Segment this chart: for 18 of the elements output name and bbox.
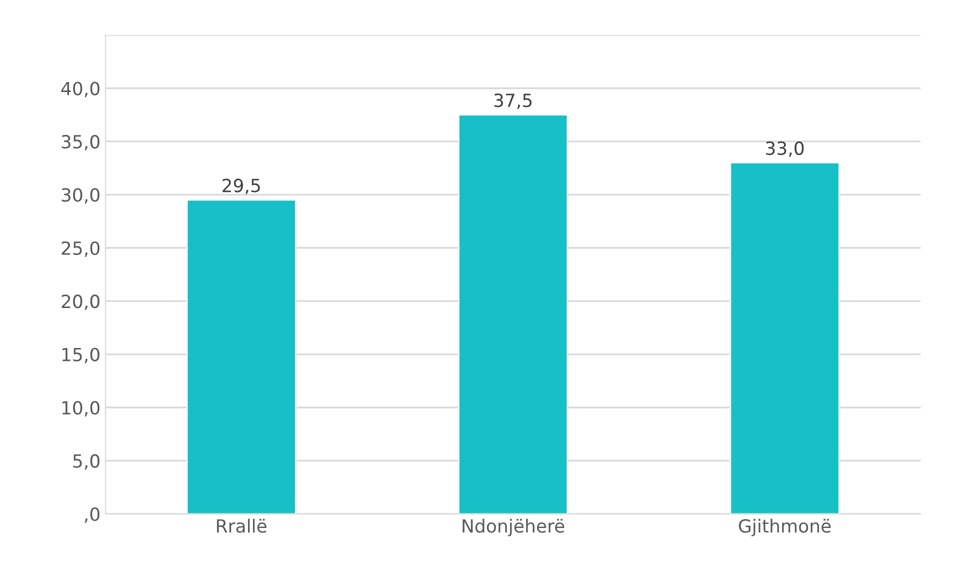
y-tick-label: 20,0 <box>62 294 100 310</box>
y-tick-label: ,0 <box>84 507 100 523</box>
y-tick-label: 5,0 <box>73 454 100 470</box>
x-tick-label: Gjithmonë <box>738 518 831 536</box>
bar <box>730 162 840 514</box>
y-tick-label: 10,0 <box>62 400 100 416</box>
bar <box>186 199 296 514</box>
data-label: 37,5 <box>494 94 532 110</box>
x-tick-label: Rrallë <box>217 518 266 533</box>
y-tick-label: 30,0 <box>62 188 100 204</box>
data-label: 29,5 <box>222 178 260 194</box>
y-tick-label: 40,0 <box>61 82 100 98</box>
y-tick-label: 35,0 <box>62 134 100 150</box>
data-label: 33,0 <box>766 141 804 157</box>
bar <box>458 114 568 514</box>
y-tick-label: 15,0 <box>62 348 100 364</box>
y-tick-label: 25,0 <box>62 241 100 257</box>
x-tick-label: Ndonjëherë <box>462 518 564 536</box>
